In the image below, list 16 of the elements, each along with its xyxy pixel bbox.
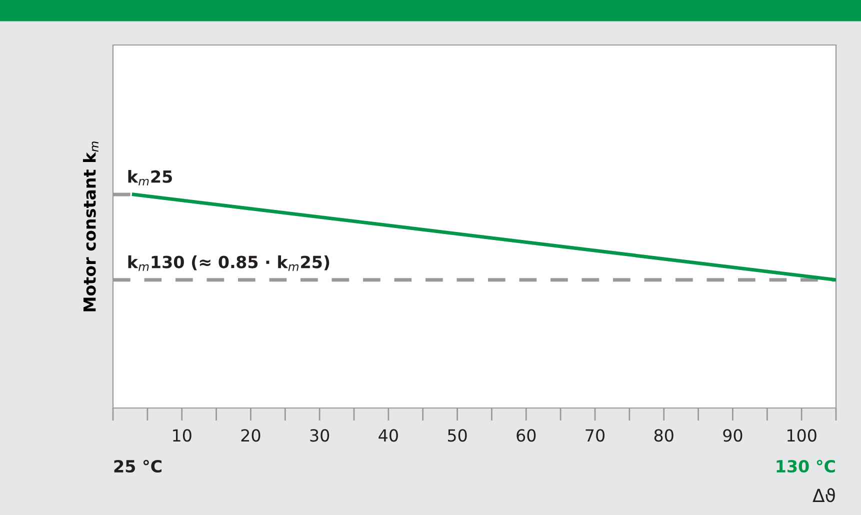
text: 130 °C [776,460,835,473]
x-axis-title: Δϑ [812,488,835,502]
ref-line-label: k$_{m}$25 [128,170,172,186]
x-tick-label: 10 [173,429,192,442]
text: 25 °C [114,460,162,473]
x-tick-label: 40 [378,429,398,442]
ref-line-label: k$_{m}$130 (≈ 0.85 · k$_{m}$25) [128,255,330,271]
x-tick-label: 80 [654,429,674,442]
x-tick-label: 20 [241,429,260,442]
x-tick-label: 70 [586,429,604,442]
y-axis-title: Motor constant k$_{m}$ [82,142,98,312]
x-tick-label: 60 [516,429,536,442]
x-tick-label: 90 [723,429,742,442]
x-tick-label: 100 [787,429,816,442]
x-tick-label: 50 [448,429,467,442]
x-tick-label: 30 [310,429,330,442]
